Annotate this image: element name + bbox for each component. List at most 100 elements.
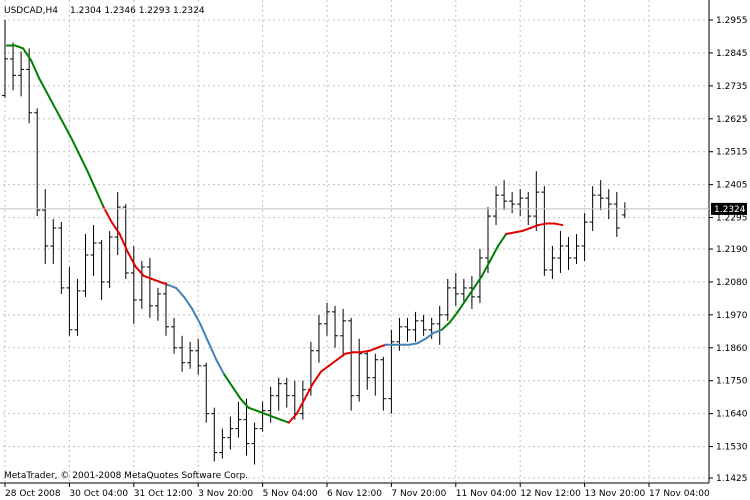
ma-segment-green: [464, 286, 475, 301]
ohlc-bar: [18, 51, 25, 97]
grid: [3, 0, 709, 483]
ohlc-bar: [605, 189, 612, 220]
ohlc-bar: [565, 237, 572, 270]
y-tick-label: 1.1640: [716, 410, 748, 420]
ohlc-bar: [613, 192, 620, 238]
ma-segment-blue: [167, 283, 178, 289]
ma-segment-red: [102, 206, 113, 224]
y-tick-label: 1.2845: [716, 49, 748, 59]
y-tick-label: 1.1970: [716, 311, 748, 321]
y-tick-label: 1.1860: [716, 344, 748, 354]
ma-segment-green: [38, 77, 57, 110]
ohlc-bar: [154, 287, 161, 321]
ohlc-bar: [42, 189, 49, 264]
ohlc-bar: [485, 207, 491, 273]
y-tick-label: 1.2295: [716, 214, 748, 224]
x-tick-label: 7 Nov 20:00: [391, 489, 446, 499]
ma-segment-red: [360, 349, 371, 354]
ma-segment-green: [480, 259, 491, 277]
x-axis-ticks: 28 Oct 2008 30 Oct 04:00 31 Oct 12:00 3 Nov…: [4, 483, 710, 499]
ma-segment-blue: [199, 322, 210, 343]
ma-segment-red: [150, 277, 161, 283]
moving-average: [6, 44, 564, 424]
ohlc-bar: [332, 305, 339, 348]
ma-segment-green: [497, 233, 508, 248]
y-axis-ticks: 1.2955 1.2845 1.2735 1.2625 1.2515 1.2405 1.22…: [709, 16, 748, 484]
ma-segment-red: [303, 382, 314, 400]
ma-segment-green: [489, 245, 500, 262]
ohlc-bar: [517, 189, 524, 217]
y-tick-label: 1.1425: [716, 474, 748, 484]
y-tick-label: 1.2405: [716, 181, 748, 191]
ohlc-bar: [243, 398, 250, 456]
ma-segment-blue: [408, 342, 419, 346]
ohlc-bar: [90, 225, 97, 276]
ma-segment-green: [22, 47, 33, 62]
ohlc-bar: [501, 180, 508, 211]
ma-segment-blue: [191, 307, 202, 325]
ma-segment-green: [448, 310, 459, 324]
ma-segment-red: [513, 230, 524, 234]
ohlc-bar: [146, 257, 153, 318]
ohlc-bar: [66, 266, 73, 336]
ohlc-bar: [324, 302, 330, 336]
ohlc-bar: [82, 234, 89, 297]
ohlc-bar: [74, 278, 81, 336]
ohlc-bar: [106, 231, 113, 288]
ma-segment-red: [319, 364, 330, 373]
ma-segment-green: [247, 406, 258, 412]
ohlc-bar: [179, 335, 186, 372]
ohlc-bar: [436, 305, 443, 345]
ma-segment-red: [328, 358, 339, 367]
ma-segment-green: [440, 321, 451, 331]
ohlc-bar: [460, 278, 467, 303]
symbol-label: USDCAD,H4: [4, 6, 58, 16]
ohlc-bar: [235, 401, 242, 438]
x-tick-label: 5 Nov 04:00: [263, 489, 318, 499]
ohlc-bar: [396, 317, 403, 351]
ma-segment-red: [344, 351, 355, 355]
ohlc-bar: [114, 192, 121, 255]
ohlc-bar: [2, 20, 8, 98]
y-tick-label: 1.1750: [716, 377, 748, 387]
ma-segment-green: [30, 59, 41, 80]
ohlc-bar: [493, 186, 500, 226]
ma-segment-green: [239, 397, 250, 409]
ohlc-bar: [122, 204, 129, 279]
ohlc-bar: [380, 356, 387, 411]
x-tick-label: 30 Oct 04:00: [69, 489, 128, 499]
x-tick-label: 13 Nov 20:00: [585, 489, 646, 499]
ma-segment-red: [295, 397, 306, 415]
ma-segment-red: [287, 412, 298, 424]
ohlc-bar: [195, 338, 202, 375]
ohlc-bar: [549, 246, 556, 279]
ohlc-bar: [26, 48, 33, 124]
ohlc-bar: [315, 314, 322, 363]
y-tick-label: 1.2080: [716, 278, 748, 288]
ohlc-bar: [58, 222, 65, 294]
ohlc-bar: [171, 317, 178, 354]
ohlc-bar: [203, 362, 210, 423]
x-tick-label: 17 Nov 04:00: [649, 489, 710, 499]
ma-segment-blue: [424, 331, 435, 340]
ohlc-bar: [340, 308, 347, 357]
ohlc-bar: [259, 401, 266, 432]
ma-segment-green: [263, 412, 282, 421]
ohlc-bar: [573, 234, 580, 264]
ohlc-bar: [621, 202, 628, 219]
ma-segment-blue: [416, 337, 427, 345]
ma-segment-red: [134, 265, 145, 277]
ma-segment-green: [223, 373, 234, 388]
current-price-badge: 1.2324: [711, 202, 747, 215]
ma-segment-blue: [175, 286, 186, 298]
ohlc-bar: [452, 272, 459, 306]
ma-segment-red: [553, 222, 564, 227]
ohlc-bar: [163, 281, 169, 336]
x-tick-label: 28 Oct 2008: [5, 489, 61, 499]
ohlc-values-label: 1.2304 1.2346 1.2293 1.2324: [70, 6, 205, 16]
current-price-badge-bg: [711, 202, 747, 215]
ohlc-bar: [372, 353, 379, 396]
x-tick-label: 31 Oct 12:00: [134, 489, 193, 499]
